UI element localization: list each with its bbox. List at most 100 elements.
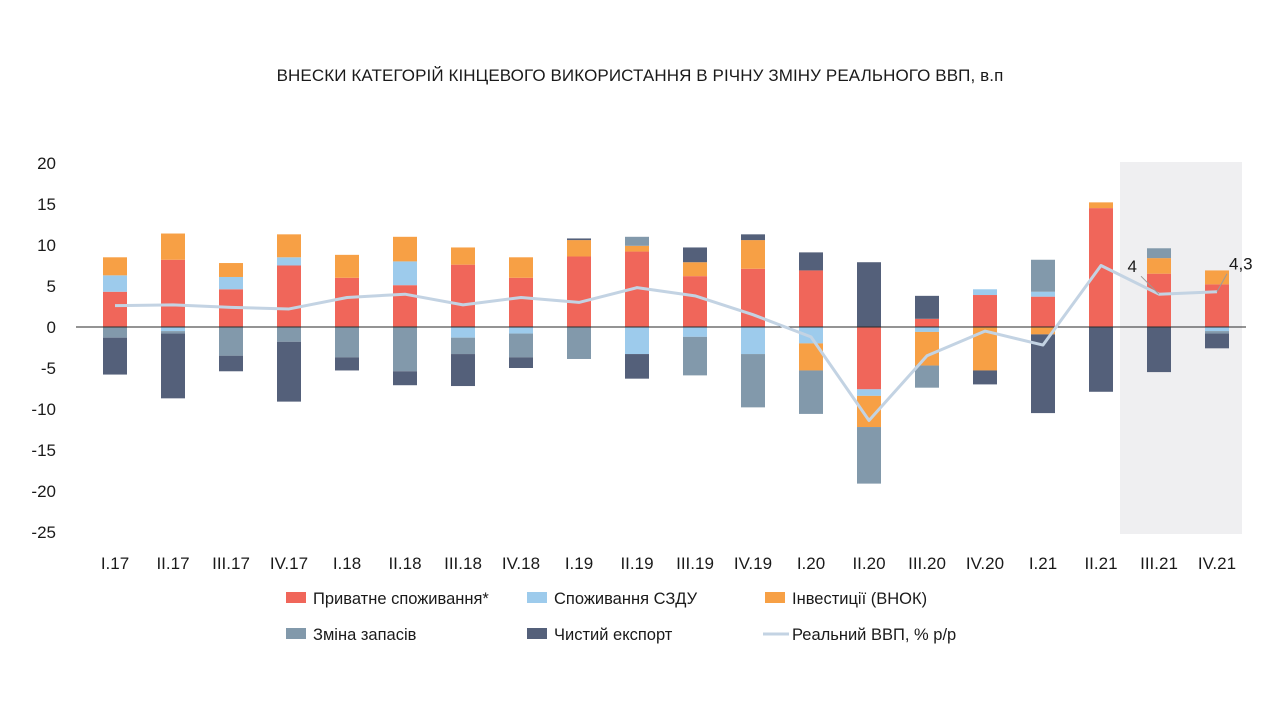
bar-segment: [1147, 273, 1171, 327]
y-tick-label: 15: [37, 195, 56, 214]
bar-segment: [335, 277, 359, 327]
x-tick-label: III.18: [444, 554, 482, 573]
bar-segment: [393, 236, 417, 262]
x-tick-label: I.21: [1029, 554, 1057, 573]
bar-segment: [1031, 259, 1055, 292]
bar-segment: [625, 354, 649, 379]
bar-segment: [683, 327, 707, 337]
bar-segment: [683, 276, 707, 327]
bar-segment: [799, 270, 823, 327]
bar-segment: [567, 256, 591, 327]
bar-segment: [1205, 331, 1229, 334]
bar-segment: [741, 240, 765, 269]
bar-segment: [103, 337, 127, 375]
bar-segment: [683, 247, 707, 263]
y-tick-label: -25: [31, 523, 56, 542]
legend-label: Інвестиції (ВНОК): [792, 590, 927, 608]
x-tick-label: IV.17: [270, 554, 308, 573]
x-tick-label: IV.21: [1198, 554, 1236, 573]
bar-segment: [799, 252, 823, 271]
x-tick-label: III.17: [212, 554, 250, 573]
bar-segment: [1031, 296, 1055, 327]
legend-label: Зміна запасів: [313, 626, 417, 644]
bar-segment: [915, 295, 939, 319]
bar-segment: [393, 285, 417, 327]
bar-segment: [451, 327, 475, 338]
legend-swatch: [527, 592, 547, 603]
bar-segment: [161, 259, 185, 327]
chart-title: ВНЕСКИ КАТЕГОРІЙ КІНЦЕВОГО ВИКОРИСТАННЯ …: [276, 66, 1004, 85]
legend-swatch: [286, 628, 306, 639]
bar-segment: [1031, 327, 1055, 335]
x-tick-label: II.18: [388, 554, 421, 573]
bar-segment: [277, 265, 301, 327]
legend-swatch: [527, 628, 547, 639]
bar-segment: [915, 327, 939, 332]
bar-segment: [1147, 327, 1171, 373]
legend-label: Чистий експорт: [554, 626, 673, 644]
bar-segment: [509, 333, 533, 358]
bar-segment: [219, 327, 243, 356]
x-tick-label: II.17: [156, 554, 189, 573]
bar-segment: [1089, 327, 1113, 392]
bar-segment: [1031, 291, 1055, 297]
bar-segment: [277, 341, 301, 402]
legend-swatch: [765, 592, 785, 603]
bar-segment: [1031, 334, 1055, 414]
x-tick-label: III.20: [908, 554, 946, 573]
bar-segment: [973, 370, 997, 385]
y-tick-label: -15: [31, 441, 56, 460]
bar-segment: [1147, 258, 1171, 274]
x-tick-label: II.20: [852, 554, 885, 573]
bar-segment: [335, 357, 359, 371]
bar-segment: [683, 262, 707, 277]
bar-segment: [741, 327, 765, 355]
bar-segment: [103, 327, 127, 338]
bar-segment: [335, 254, 359, 278]
bar-segment: [567, 238, 591, 241]
bar-segment: [915, 365, 939, 388]
bar-segment: [393, 261, 417, 286]
legend-swatch: [286, 592, 306, 603]
x-tick-label: IV.20: [966, 554, 1004, 573]
x-tick-label: II.21: [1084, 554, 1117, 573]
x-tick-label: III.21: [1140, 554, 1178, 573]
bar-segment: [277, 257, 301, 266]
bar-segment: [799, 327, 823, 344]
bar-segment: [857, 389, 881, 396]
bar-segment: [1147, 248, 1171, 259]
bar-segment: [799, 370, 823, 414]
y-tick-label: 10: [37, 236, 56, 255]
bar-segment: [451, 247, 475, 265]
bar-segment: [219, 355, 243, 372]
y-tick-label: 0: [47, 318, 56, 337]
bar-segment: [741, 234, 765, 241]
bar-segment: [915, 331, 939, 366]
bar-segment: [509, 327, 533, 334]
legend-label: Реальний ВВП, % р/р: [792, 626, 956, 644]
bar-segment: [1205, 333, 1229, 349]
bar-segment: [277, 327, 301, 342]
x-tick-label: IV.19: [734, 554, 772, 573]
bar-segment: [335, 327, 359, 358]
bar-segment: [277, 234, 301, 258]
legend-label: Приватне споживання*: [313, 590, 489, 608]
bar-segment: [857, 427, 881, 484]
data-label: 4,3: [1229, 255, 1253, 274]
bar-segment: [683, 336, 707, 376]
bar-segment: [973, 289, 997, 296]
bar-segment: [625, 245, 649, 252]
bar-segment: [567, 327, 591, 359]
x-tick-label: I.18: [333, 554, 361, 573]
bar-segment: [393, 371, 417, 386]
bar-segment: [103, 257, 127, 276]
bar-segment: [509, 257, 533, 278]
x-tick-label: II.19: [620, 554, 653, 573]
bar-segment: [509, 277, 533, 327]
y-tick-label: -5: [41, 359, 56, 378]
bar-segment: [161, 327, 185, 332]
bar-segment: [973, 295, 997, 327]
bar-segment: [857, 327, 881, 390]
x-tick-label: I.17: [101, 554, 129, 573]
